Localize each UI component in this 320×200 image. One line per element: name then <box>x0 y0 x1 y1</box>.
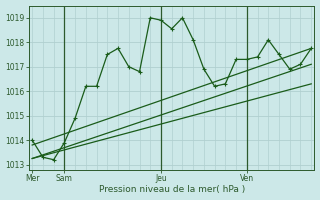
X-axis label: Pression niveau de la mer( hPa ): Pression niveau de la mer( hPa ) <box>99 185 245 194</box>
